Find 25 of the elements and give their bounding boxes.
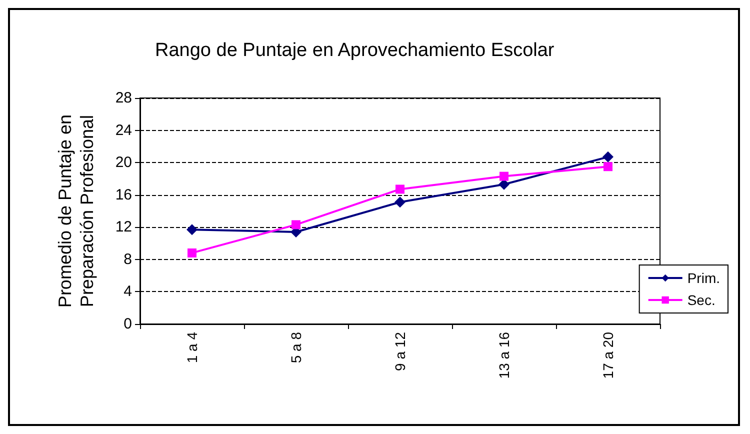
chart-title: Rango de Puntaje en Aprovechamiento Escolar xyxy=(155,40,555,61)
point xyxy=(292,220,300,230)
point xyxy=(396,184,404,194)
y-tick-label: 20 xyxy=(115,154,132,172)
y-axis-title: Promedio de Puntaje en Preparación Profesional xyxy=(55,114,97,308)
y-tick-label: 28 xyxy=(115,90,132,106)
y-tick-label: 24 xyxy=(115,122,132,139)
point xyxy=(500,172,508,181)
point xyxy=(604,162,612,172)
point xyxy=(186,224,198,236)
y-tick-label: 8 xyxy=(124,250,132,268)
point xyxy=(394,196,406,208)
x-tick-label: 13 a 16 xyxy=(496,332,512,379)
point xyxy=(188,248,196,258)
y-tick-label: 12 xyxy=(115,218,132,236)
x-tick-label: 17 a 20 xyxy=(600,332,616,379)
legend-label: Sec. xyxy=(687,292,716,308)
x-tick-label: 5 a 8 xyxy=(288,332,304,364)
point xyxy=(602,151,614,162)
y-tick-label: 16 xyxy=(115,186,132,204)
y-tick-label: 4 xyxy=(124,283,132,300)
x-tick-label: 9 a 12 xyxy=(392,332,408,371)
x-tick-label: 1 a 4 xyxy=(184,332,200,364)
y-tick-label: 0 xyxy=(124,316,132,332)
legend-label: Prim. xyxy=(687,270,720,286)
